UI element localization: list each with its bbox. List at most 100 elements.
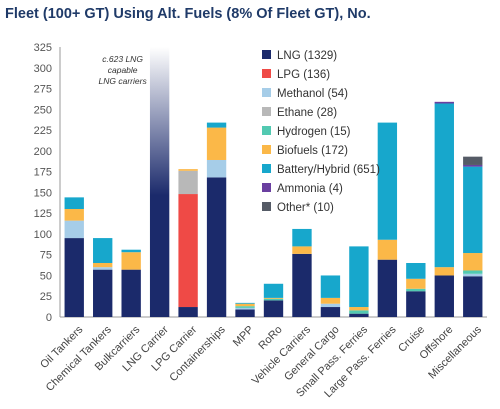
bars: [64, 47, 483, 317]
bar-segment: [463, 166, 483, 254]
bar-segment: [320, 307, 341, 317]
bar-segment: [178, 170, 198, 195]
bar-segment: [64, 220, 84, 239]
y-tick-label: 25: [40, 291, 52, 303]
y-tick-label: 275: [34, 84, 52, 96]
y-tick-label: 325: [34, 42, 52, 54]
bar-segment: [235, 302, 255, 304]
bar-segment: [178, 194, 198, 308]
legend: LNG (1329) LPG (136) Methanol (54) Ethane (…: [262, 50, 380, 214]
legend-label: Hydrogen (15): [277, 126, 351, 138]
bar-segment: [263, 297, 284, 299]
bar-segment: [463, 270, 483, 274]
bar-segment: [349, 313, 369, 317]
bar-segment: [93, 263, 113, 268]
bar-segment: [292, 253, 312, 317]
y-tick-label: 0: [46, 312, 52, 324]
bar-segment: [235, 303, 255, 307]
bar-segment: [206, 159, 227, 178]
legend-label: Other* (10): [277, 202, 334, 214]
bar-segment: [463, 253, 483, 271]
bar-segment: [206, 122, 227, 128]
legend-swatch: [262, 69, 271, 78]
y-tick-label: 100: [34, 229, 52, 241]
bar-segment: [178, 307, 198, 317]
y-tick-label: 250: [34, 104, 52, 116]
bar-segment: [235, 309, 255, 317]
bar-segment: [64, 209, 84, 221]
bar-segment: [263, 300, 284, 317]
y-tick-label: 225: [34, 125, 52, 137]
legend-swatch: [262, 88, 271, 97]
legend-swatch: [262, 107, 271, 116]
bar-segment: [206, 177, 227, 317]
legend-label: Ethane (28): [277, 107, 337, 119]
bar-segment: [349, 246, 369, 308]
legend-label: Ammonia (4): [277, 183, 343, 195]
bar-segment: [320, 297, 341, 304]
bar-segment: [349, 307, 369, 311]
bar-segment: [64, 197, 84, 209]
bar-segment: [377, 259, 398, 317]
legend-swatch: [262, 164, 271, 173]
legend-label: LPG (136): [277, 69, 330, 81]
y-tick-label: 200: [34, 146, 52, 158]
bar-segment: [463, 273, 483, 277]
bar-segment: [121, 252, 141, 270]
bar-segment: [434, 103, 454, 268]
bar-segment: [263, 298, 284, 301]
bar-segment: [121, 249, 141, 253]
legend-label: LNG (1329): [277, 50, 337, 62]
y-tick-label: 300: [34, 63, 52, 75]
bar-segment: [434, 267, 454, 276]
x-tick-label: MPP: [231, 324, 256, 349]
y-axis: 0 25 50 75 100 125 150 175 200 225 250 275 300 325: [34, 42, 487, 324]
legend-swatch: [262, 126, 271, 135]
bar-segment: [377, 239, 398, 260]
bar-segment: [406, 288, 426, 292]
chart-title: Fleet (100+ GT) Using Alt. Fuels (8% Of …: [5, 6, 371, 22]
bar-segment: [406, 263, 426, 279]
y-tick-label: 125: [34, 208, 52, 220]
annotation-text: c.623 LNG: [102, 54, 143, 64]
legend-label: Biofuels (172): [277, 145, 348, 157]
annotation-text: LNG carriers: [99, 76, 148, 86]
bar-segment: [434, 101, 454, 104]
y-tick-label: 150: [34, 187, 52, 199]
bar-segment: [349, 310, 369, 314]
legend-swatch: [262, 50, 271, 59]
legend-swatch: [262, 145, 271, 154]
annotation-text: capable: [108, 65, 138, 75]
bar-segment: [406, 278, 426, 289]
bar-segment: [463, 156, 483, 165]
y-tick-label: 75: [40, 250, 52, 262]
bar-segment: [263, 283, 284, 298]
bar-segment: [178, 169, 198, 171]
bar-segment: [463, 164, 483, 167]
bar-segment: [463, 276, 483, 317]
bar-segment: [292, 246, 312, 254]
bar-segment: [93, 267, 113, 270]
bar-segment: [406, 291, 426, 317]
bar-segment: [235, 307, 255, 310]
bar-segment: [64, 238, 84, 317]
legend-swatch: [262, 183, 271, 192]
bar-segment: [235, 306, 255, 308]
bar-segment: [121, 269, 141, 317]
bar-segment: [320, 303, 341, 308]
bar-segment: [377, 122, 398, 240]
bar-segment: [292, 228, 312, 247]
legend-label: Battery/Hybrid (651): [277, 164, 380, 176]
bar-segment: [320, 275, 341, 298]
bar-segment: [93, 269, 113, 317]
bar-segment: [93, 238, 113, 263]
y-tick-label: 175: [34, 167, 52, 179]
bar-segment: [434, 275, 454, 317]
legend-swatch: [262, 202, 271, 211]
legend-label: Methanol (54): [277, 88, 348, 100]
bar-segment: [149, 47, 170, 317]
y-tick-label: 50: [40, 270, 52, 282]
